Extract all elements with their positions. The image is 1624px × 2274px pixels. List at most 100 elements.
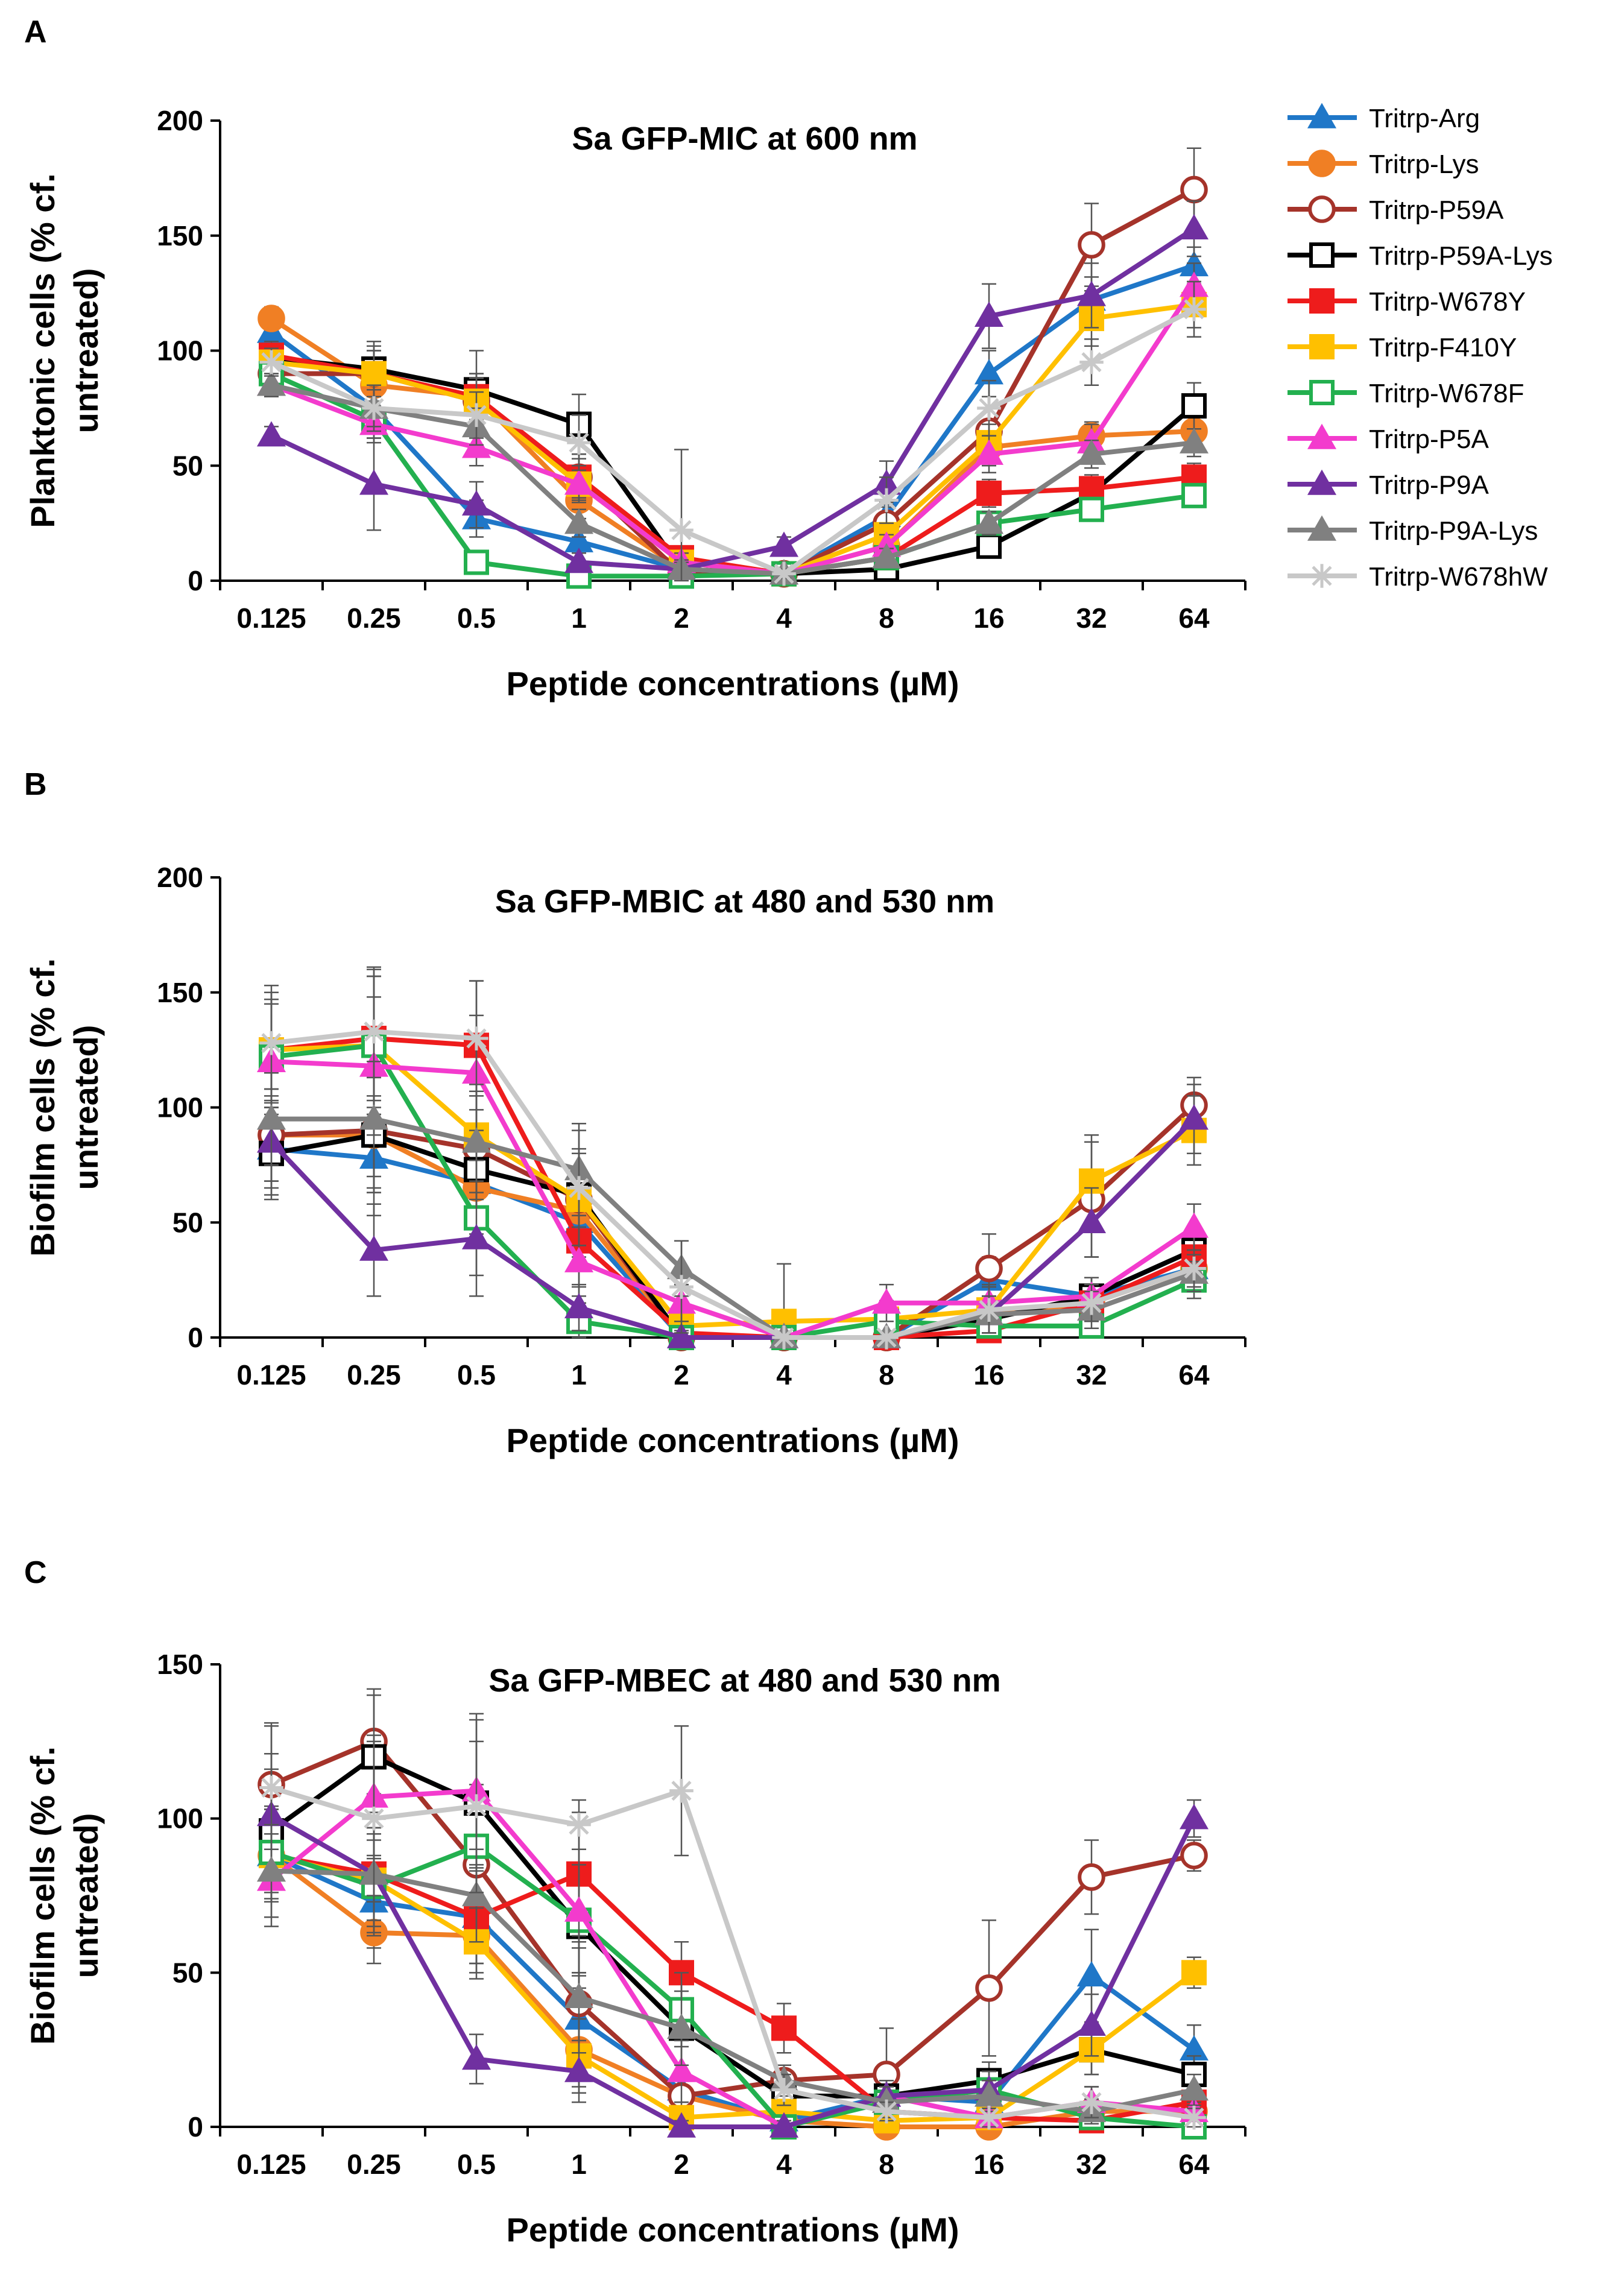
data-point bbox=[256, 421, 286, 447]
chart-title: Sa GFP-MIC at 600 nm bbox=[572, 121, 917, 157]
legend-item: Tritrp-P9A bbox=[1288, 469, 1489, 500]
data-point bbox=[256, 1856, 286, 1882]
data-point bbox=[669, 518, 694, 542]
data-point bbox=[1179, 213, 1209, 240]
data-point bbox=[874, 1325, 899, 1350]
y-tick-label: 50 bbox=[172, 1207, 203, 1238]
data-point bbox=[874, 488, 899, 513]
legend-label: Tritrp-P9A bbox=[1369, 470, 1489, 500]
x-tick-label: 64 bbox=[1178, 2149, 1210, 2180]
data-point bbox=[256, 370, 286, 396]
y-axis-label: Biofilm cells (% cf. untreated) bbox=[24, 1746, 105, 2045]
data-point bbox=[666, 1322, 697, 1348]
series-line bbox=[270, 1754, 1195, 2099]
y-tick-label: 0 bbox=[188, 2111, 203, 2143]
series-line bbox=[270, 1788, 1195, 2129]
series-tritrp-w678hw bbox=[259, 966, 1206, 1350]
data-point bbox=[669, 1275, 694, 1299]
series-line bbox=[271, 382, 1195, 576]
data-point bbox=[1182, 1256, 1206, 1281]
data-point bbox=[772, 1325, 796, 1350]
legend-marker bbox=[1307, 103, 1337, 128]
data-point bbox=[1076, 2010, 1107, 2036]
data-point bbox=[258, 305, 285, 332]
data-point bbox=[1076, 1207, 1107, 1233]
series-tritrp-p5a bbox=[256, 262, 1209, 585]
legend-label: Tritrp-P59A-Lys bbox=[1369, 241, 1553, 271]
x-tick-label: 32 bbox=[1076, 602, 1107, 634]
series-line bbox=[271, 1853, 1196, 2123]
data-point bbox=[1079, 1290, 1104, 1315]
data-point bbox=[1078, 1863, 1105, 1891]
legend-item: Tritrp-P5A bbox=[1288, 423, 1489, 454]
data-point bbox=[977, 1298, 1001, 1322]
data-point bbox=[871, 543, 902, 569]
x-tick-label: 1 bbox=[571, 602, 587, 634]
data-point bbox=[359, 469, 389, 495]
data-point bbox=[1076, 280, 1107, 306]
data-point bbox=[1079, 476, 1104, 502]
x-tick-label: 4 bbox=[776, 602, 792, 634]
legend-item: Tritrp-Arg bbox=[1288, 103, 1480, 133]
data-point bbox=[1182, 297, 1206, 321]
panel-label: B bbox=[24, 767, 47, 802]
legend-label: Tritrp-Arg bbox=[1369, 104, 1480, 133]
series-tritrp-p59a bbox=[258, 147, 1208, 588]
legend-item: Tritrp-W678hW bbox=[1288, 562, 1548, 592]
chart-title: Sa GFP-MBIC at 480 and 530 nm bbox=[495, 883, 994, 920]
data-point bbox=[769, 531, 799, 557]
panel-label: C bbox=[24, 1555, 47, 1590]
data-point bbox=[256, 1104, 286, 1130]
chart-panel-a: A Sa GFP-MIC at 600 nm 0 50 100 150 200 0.125 0.… bbox=[24, 14, 1246, 703]
legend-label: Tritrp-W678F bbox=[1369, 379, 1524, 408]
y-axis-label: Biofilm cells (% cf. untreated) bbox=[24, 958, 105, 1257]
data-point bbox=[771, 2015, 797, 2041]
data-point bbox=[1181, 1960, 1207, 1986]
data-point bbox=[1179, 1212, 1209, 1238]
x-tick-label: 8 bbox=[879, 602, 894, 634]
legend: Tritrp-Arg Tritrp-Lys Tritrp-P59A Tritrp-P5… bbox=[1288, 103, 1553, 592]
data-point bbox=[1076, 1961, 1107, 1987]
y-tick-label: 0 bbox=[188, 565, 203, 596]
data-point bbox=[975, 1254, 1003, 1283]
data-point bbox=[359, 1235, 389, 1261]
data-point bbox=[874, 2099, 899, 2124]
x-tick-label: 32 bbox=[1076, 1359, 1107, 1391]
legend-item: Tritrp-P59A bbox=[1288, 195, 1504, 225]
x-tick-label: 0.125 bbox=[236, 2149, 306, 2180]
series-line bbox=[271, 1043, 1195, 1328]
x-tick-label: 1 bbox=[571, 2149, 587, 2180]
data-point bbox=[461, 1224, 491, 1249]
series-line bbox=[270, 1739, 1195, 2099]
legend-item: Tritrp-W678F bbox=[1288, 379, 1524, 408]
data-point bbox=[464, 403, 488, 428]
x-tick-label: 8 bbox=[879, 1359, 894, 1391]
y-axis-label-line: untreated) bbox=[67, 1025, 105, 1190]
data-point bbox=[669, 1778, 694, 1803]
data-point bbox=[975, 1974, 1003, 2002]
series-tritrp-f410y bbox=[259, 280, 1207, 587]
data-point bbox=[564, 1982, 594, 2008]
series-tritrp-w678y bbox=[259, 1808, 1207, 2133]
data-point bbox=[259, 1775, 283, 1800]
x-axis-label: Peptide concentrations (µM) bbox=[507, 665, 959, 703]
data-point bbox=[259, 1031, 283, 1055]
data-point bbox=[362, 396, 386, 420]
data-point bbox=[1181, 393, 1207, 419]
series-tritrp-w678hw bbox=[259, 1719, 1206, 2130]
y-axis-label-line: Biofilm cells (% cf. bbox=[24, 1746, 62, 2045]
x-tick-label: 16 bbox=[973, 1359, 1004, 1391]
y-tick-label: 150 bbox=[157, 1649, 203, 1680]
y-axis-label: Planktonic cells (% cf. untreated) bbox=[24, 173, 105, 528]
data-point bbox=[567, 1176, 591, 1200]
data-point bbox=[976, 533, 1002, 559]
data-point bbox=[666, 2112, 697, 2138]
series-tritrp-f410y bbox=[259, 1808, 1207, 2133]
y-tick-label: 100 bbox=[157, 1803, 203, 1834]
data-point bbox=[974, 508, 1004, 534]
data-point bbox=[1179, 428, 1209, 453]
y-tick-label: 0 bbox=[188, 1322, 203, 1353]
data-point bbox=[564, 508, 594, 534]
data-point bbox=[666, 2013, 697, 2039]
